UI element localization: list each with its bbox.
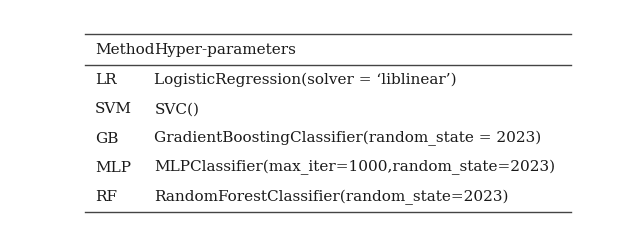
Text: SVC(): SVC() bbox=[154, 102, 200, 116]
Text: GradientBoostingClassifier(random_state = 2023): GradientBoostingClassifier(random_state … bbox=[154, 131, 541, 146]
Text: SVM: SVM bbox=[95, 102, 132, 116]
Text: LogisticRegression(solver = ‘liblinear’): LogisticRegression(solver = ‘liblinear’) bbox=[154, 73, 457, 87]
Text: MLP: MLP bbox=[95, 161, 131, 175]
Text: LR: LR bbox=[95, 73, 116, 87]
Text: Method: Method bbox=[95, 43, 154, 57]
Text: MLPClassifier(max_iter=1000,random_state=2023): MLPClassifier(max_iter=1000,random_state… bbox=[154, 160, 556, 175]
Text: Hyper-parameters: Hyper-parameters bbox=[154, 43, 296, 57]
Text: RandomForestClassifier(random_state=2023): RandomForestClassifier(random_state=2023… bbox=[154, 189, 509, 205]
Text: GB: GB bbox=[95, 132, 118, 145]
Text: RF: RF bbox=[95, 190, 117, 204]
